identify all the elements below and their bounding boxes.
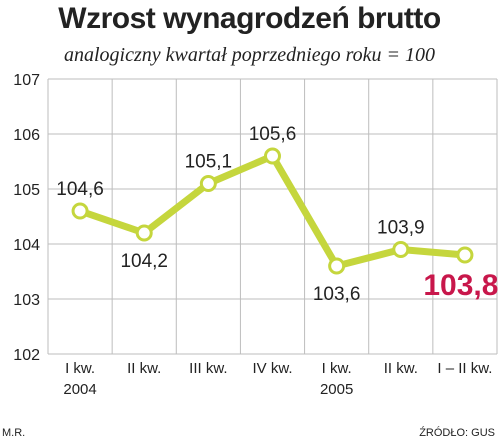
chart-title: Wzrost wynagrodzeń brutto [58, 2, 441, 35]
chart-subtitle: analogiczny kwartał poprzedniego roku = … [63, 44, 436, 66]
x-year-label: 2005 [320, 381, 353, 398]
data-label: 103,6 [313, 284, 361, 305]
x-tick-label: III kw. [189, 360, 227, 377]
data-point [392, 241, 410, 258]
data-point [71, 202, 89, 220]
y-tick-label: 107 [13, 72, 40, 89]
data-label: 103,9 [377, 218, 425, 239]
source-note: ŹRÓDŁO: GUS [419, 427, 495, 439]
data-point [456, 246, 474, 264]
data-label: 104,2 [120, 251, 168, 272]
x-year-label: 2004 [63, 381, 96, 398]
x-tick-label: IV kw. [252, 360, 292, 377]
data-point [264, 147, 281, 165]
highlight-data-label: 103,8 [423, 269, 498, 302]
y-tick-label: 105 [13, 182, 40, 199]
x-tick-label: I kw. [65, 360, 95, 377]
x-tick-label: I – II kw. [437, 360, 492, 377]
x-tick-label: II kw. [127, 360, 161, 377]
data-label: 105,6 [249, 124, 297, 145]
data-label: 105,1 [185, 152, 233, 173]
y-tick-label: 106 [13, 127, 40, 144]
data-point [328, 257, 346, 275]
y-tick-label: 104 [13, 237, 40, 254]
x-tick-label: II kw. [384, 360, 418, 377]
data-point [199, 175, 217, 192]
author-credit: M.R. [2, 427, 26, 439]
y-tick-label: 102 [13, 347, 40, 364]
data-label: 104,6 [56, 179, 104, 200]
y-tick-label: 103 [13, 292, 40, 309]
data-point [135, 224, 153, 242]
x-tick-label: I kw. [322, 360, 352, 377]
